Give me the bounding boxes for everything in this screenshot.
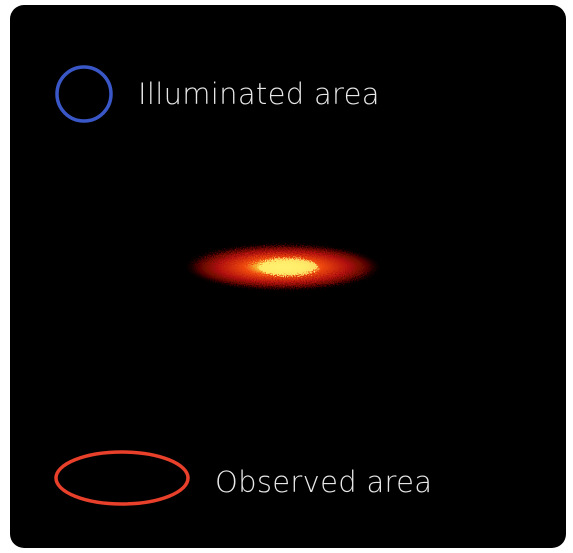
- legend-label: Illuminated area: [138, 77, 380, 111]
- legend-label: Observed area: [215, 465, 432, 499]
- emission-spot: [183, 243, 383, 291]
- figure: Illuminated area Observed area: [0, 0, 573, 553]
- page: Illuminated area Observed area (() => { …: [0, 0, 573, 553]
